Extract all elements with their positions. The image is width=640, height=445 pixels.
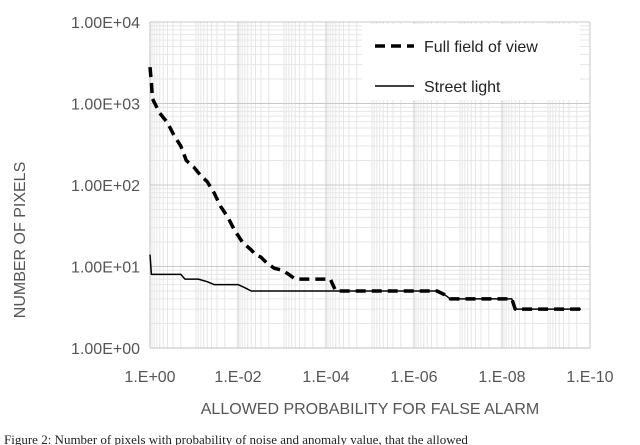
legend-label-street-light: Street light: [424, 79, 501, 96]
series-layer: [148, 66, 581, 311]
x-tick-label: 1.E-04: [302, 369, 349, 386]
y-tick-label: 1.00E+03: [71, 97, 140, 114]
x-tick-label: 1.E-06: [390, 369, 437, 386]
y-axis-label: NUMBER OF PIXELS: [12, 162, 29, 318]
x-tick-label: 1.E-10: [566, 369, 613, 386]
x-tick-label: 1.E-08: [478, 369, 525, 386]
chart: 1.E+00 1.E-02 1.E-04 1.E-06 1.E-08 1.E-10 1.0…: [12, 15, 614, 418]
legend: Full field of view Street light: [362, 24, 580, 100]
y-tick-label: 1.00E+02: [71, 178, 140, 195]
series-line-street-light: [149, 254, 581, 310]
y-tick-label: 1.00E+01: [71, 260, 140, 277]
x-tick-labels: 1.E+00 1.E-02 1.E-04 1.E-06 1.E-08 1.E-10: [124, 369, 613, 386]
legend-label-full-field: Full field of view: [424, 39, 538, 56]
x-tick-label: 1.E+00: [124, 369, 175, 386]
y-tick-labels: 1.00E+00 1.00E+01 1.00E+02 1.00E+03 1.00E+04: [71, 15, 140, 358]
y-tick-label: 1.00E+00: [71, 341, 140, 358]
y-tick-label: 1.00E+04: [71, 15, 140, 32]
x-axis-label: ALLOWED PROBABILITY FOR FALSE ALARM: [201, 401, 539, 418]
figure-caption: Figure 2: Number of pixels with probabil…: [4, 433, 468, 445]
x-tick-label: 1.E-02: [214, 369, 261, 386]
legend-box: [362, 24, 580, 100]
